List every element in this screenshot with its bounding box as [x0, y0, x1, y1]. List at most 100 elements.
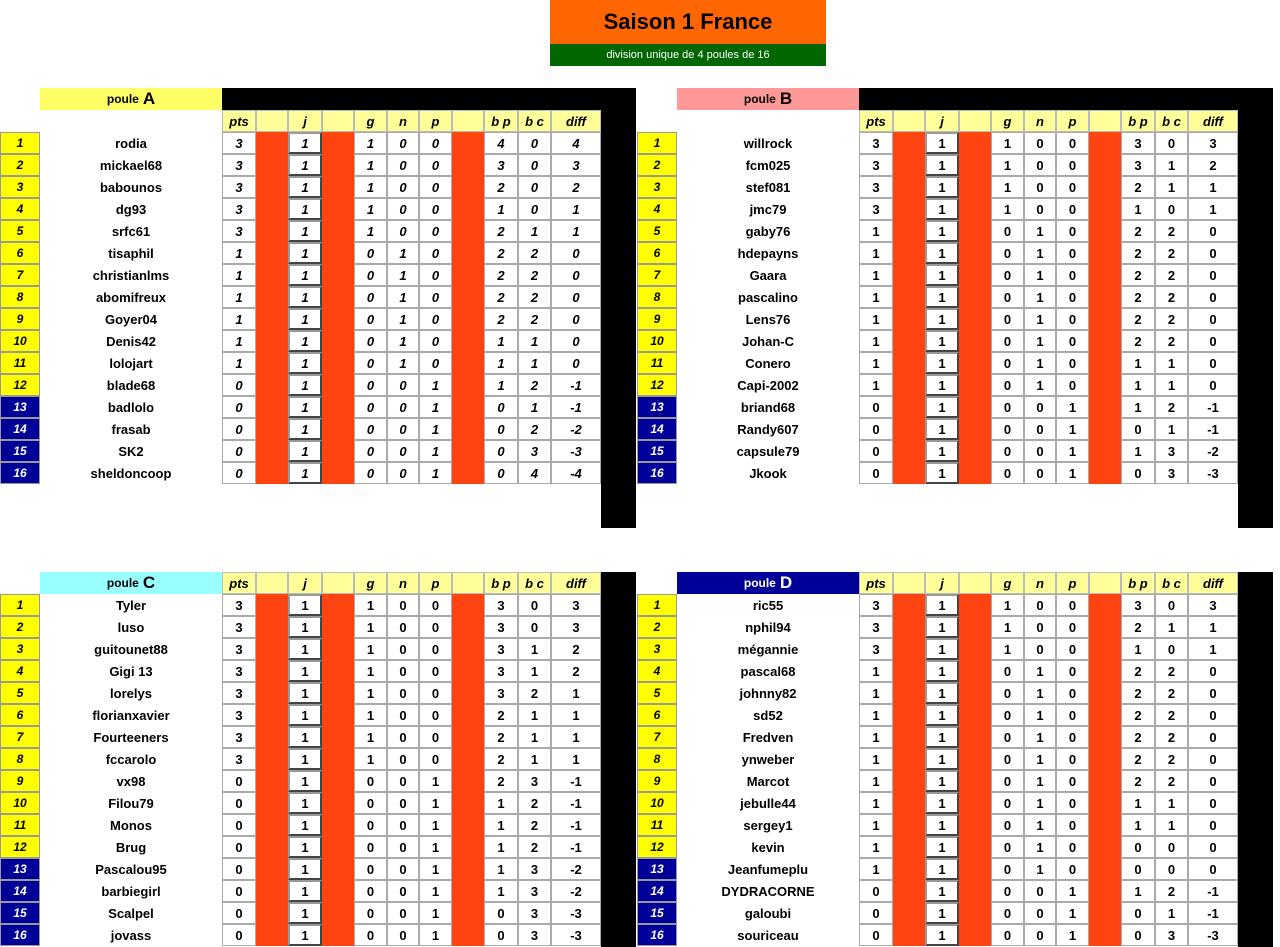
diff-cell: -1	[551, 770, 601, 792]
column-header-p[interactable]: p	[1056, 110, 1089, 132]
j-cell: 1	[925, 242, 959, 264]
n-cell: 1	[1024, 374, 1056, 396]
column-header-j[interactable]: j	[925, 572, 959, 594]
g-cell: 0	[991, 660, 1024, 682]
column-header-diff[interactable]: diff	[1188, 110, 1238, 132]
column-header-p[interactable]: p	[419, 110, 452, 132]
bp-cell: 2	[1121, 176, 1155, 198]
pts-cell: 3	[222, 638, 256, 660]
player-name: Jeanfumeplu	[677, 858, 859, 880]
column-header-diff[interactable]: diff	[551, 572, 601, 594]
pts-cell: 3	[222, 726, 256, 748]
column-header-n[interactable]: n	[1024, 110, 1056, 132]
g-cell: 0	[991, 374, 1024, 396]
pts-cell: 0	[222, 924, 256, 946]
g-cell: 0	[354, 836, 387, 858]
column-header-pts[interactable]: pts	[222, 110, 256, 132]
j-cell: 1	[925, 220, 959, 242]
g-cell: 1	[991, 638, 1024, 660]
column-header-n[interactable]: n	[387, 572, 419, 594]
j-cell: 1	[925, 418, 959, 440]
n-cell: 0	[387, 374, 419, 396]
j-cell: 1	[925, 638, 959, 660]
p-cell: 0	[419, 638, 452, 660]
diff-cell: 3	[551, 616, 601, 638]
column-header-diff[interactable]: diff	[1188, 572, 1238, 594]
poule-letter: A	[142, 89, 156, 108]
rank-cell: 13	[637, 858, 677, 880]
pts-cell: 1	[222, 330, 256, 352]
column-header-pts[interactable]: pts	[222, 572, 256, 594]
j-cell: 1	[925, 264, 959, 286]
bp-cell: 2	[484, 220, 518, 242]
column-header-n[interactable]: n	[387, 110, 419, 132]
rank-cell: 14	[637, 880, 677, 902]
column-header-bp[interactable]: b p	[1121, 110, 1155, 132]
diff-cell: -2	[1188, 440, 1238, 462]
n-cell: 1	[1024, 242, 1056, 264]
player-name: willrock	[677, 132, 859, 154]
rank-cell: 16	[637, 462, 677, 484]
column-header-j[interactable]: j	[288, 572, 322, 594]
g-cell: 0	[354, 902, 387, 924]
g-cell: 0	[991, 286, 1024, 308]
column-header-j[interactable]: j	[288, 110, 322, 132]
rank-cell: 9	[0, 770, 40, 792]
player-name: fcm025	[677, 154, 859, 176]
rank-cell: 7	[637, 726, 677, 748]
g-cell: 1	[354, 616, 387, 638]
g-cell: 0	[991, 902, 1024, 924]
page-title: Saison 1 France	[550, 0, 826, 44]
column-header-bp[interactable]: b p	[484, 572, 518, 594]
g-cell: 0	[354, 792, 387, 814]
bc-cell: 2	[1155, 748, 1188, 770]
column-header-n[interactable]: n	[1024, 572, 1056, 594]
p-cell: 0	[1056, 682, 1089, 704]
p-cell: 0	[419, 242, 452, 264]
column-header-bp[interactable]: b p	[1121, 572, 1155, 594]
p-cell: 0	[419, 682, 452, 704]
column-header-bc[interactable]: b c	[518, 110, 551, 132]
column-header-diff[interactable]: diff	[551, 110, 601, 132]
bc-cell: 1	[1155, 352, 1188, 374]
column-header-bp[interactable]: b p	[484, 110, 518, 132]
player-name: Johan-C	[677, 330, 859, 352]
bc-cell: 2	[518, 308, 551, 330]
j-cell: 1	[925, 198, 959, 220]
n-cell: 0	[387, 902, 419, 924]
n-cell: 1	[1024, 286, 1056, 308]
rank-cell: 5	[0, 682, 40, 704]
column-header-bc[interactable]: b c	[518, 572, 551, 594]
column-header-bc[interactable]: b c	[1155, 572, 1188, 594]
column-header-g[interactable]: g	[991, 572, 1024, 594]
pts-cell: 3	[222, 132, 256, 154]
bp-cell: 2	[1121, 726, 1155, 748]
rank-cell: 11	[0, 814, 40, 836]
column-header-g[interactable]: g	[354, 110, 387, 132]
column-header-g[interactable]: g	[991, 110, 1024, 132]
n-cell: 1	[1024, 748, 1056, 770]
column-header-p[interactable]: p	[419, 572, 452, 594]
pts-cell: 1	[859, 660, 893, 682]
diff-cell: 0	[1188, 726, 1238, 748]
column-header-pts[interactable]: pts	[859, 572, 893, 594]
n-cell: 1	[387, 352, 419, 374]
diff-cell: -2	[551, 418, 601, 440]
bc-cell: 1	[518, 220, 551, 242]
j-cell: 1	[925, 286, 959, 308]
column-header-bc[interactable]: b c	[1155, 110, 1188, 132]
column-header-p[interactable]: p	[1056, 572, 1089, 594]
column-header-j[interactable]: j	[925, 110, 959, 132]
column-header-pts[interactable]: pts	[859, 110, 893, 132]
pts-cell: 1	[859, 352, 893, 374]
j-cell: 1	[925, 682, 959, 704]
rank-cell: 6	[637, 704, 677, 726]
column-header-g[interactable]: g	[354, 572, 387, 594]
bc-cell: 1	[1155, 418, 1188, 440]
diff-cell: 2	[551, 638, 601, 660]
g-cell: 0	[991, 330, 1024, 352]
diff-cell: 0	[551, 308, 601, 330]
pts-cell: 0	[859, 880, 893, 902]
p-cell: 0	[1056, 308, 1089, 330]
j-cell: 1	[288, 924, 322, 946]
